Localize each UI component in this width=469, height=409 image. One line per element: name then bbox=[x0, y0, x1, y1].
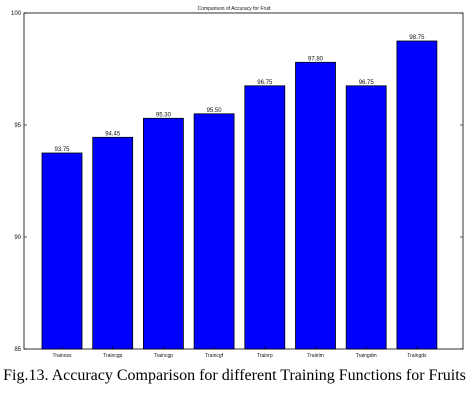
y-tick-label-3: 95 bbox=[14, 123, 21, 129]
bar-chart: Comparison of Accuracy for Fruit 93.75 94… bbox=[11, 6, 464, 359]
x-tick-label-2: Traincgp bbox=[103, 353, 122, 359]
bar-3 bbox=[142, 117, 184, 350]
data-label-8: 98.75 bbox=[409, 35, 425, 41]
plot-area: 93.75 94.45 95.30 95.50 96.75 97.80 96.75 98.75… bbox=[11, 11, 464, 359]
data-label-6: 97.80 bbox=[308, 56, 324, 62]
data-label-5: 96.75 bbox=[257, 80, 273, 86]
y-tick-label-4: 100 bbox=[11, 11, 22, 17]
data-label-2: 94.45 bbox=[105, 131, 121, 137]
bar-5 bbox=[244, 85, 286, 350]
data-label-7: 96.75 bbox=[359, 80, 375, 86]
data-labels-group: 93.75 94.45 95.30 95.50 96.75 97.80 96.75 98.75 bbox=[54, 35, 425, 153]
bar-7 bbox=[345, 85, 387, 350]
y-axis: 85 90 95 100 bbox=[11, 11, 463, 353]
y-tick-label-1: 85 bbox=[14, 347, 21, 353]
bar-6 bbox=[295, 61, 336, 350]
x-tick-label-4: Traincgf bbox=[205, 353, 223, 359]
x-tick-label-8: Traingdx bbox=[407, 353, 427, 359]
chart-title: Comparison of Accuracy for Fruit bbox=[198, 6, 271, 12]
data-label-4: 95.50 bbox=[207, 108, 223, 114]
x-tick-label-3: Traincgp bbox=[154, 353, 173, 359]
data-label-1: 93.75 bbox=[54, 147, 70, 153]
bar-8 bbox=[396, 40, 438, 350]
data-label-3: 95.30 bbox=[156, 112, 172, 118]
bar-2 bbox=[92, 136, 134, 350]
bar-1 bbox=[41, 152, 83, 350]
x-tick-label-5: Trainrp bbox=[257, 353, 273, 359]
y-tick-label-2: 90 bbox=[14, 235, 21, 241]
bars-group bbox=[41, 40, 438, 350]
x-tick-label-1: Trainoss bbox=[53, 353, 72, 359]
x-tick-label-6: Trainlm bbox=[307, 353, 323, 359]
figure-caption: Fig.13. Accuracy Comparison for differen… bbox=[3, 367, 466, 384]
x-axis: Trainoss Traincgp Traincgp Traincgf Trainrp T… bbox=[53, 346, 427, 359]
bar-4 bbox=[193, 113, 235, 350]
x-tick-label-7: Traingdm bbox=[356, 353, 377, 359]
